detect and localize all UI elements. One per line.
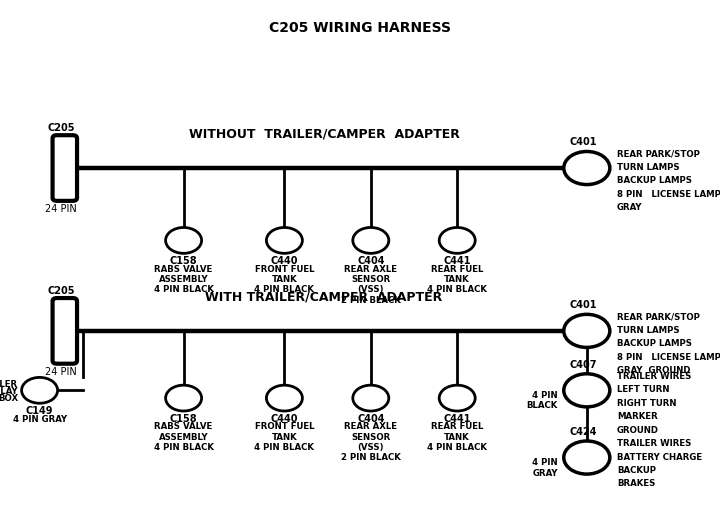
Text: GROUND: GROUND bbox=[617, 425, 659, 435]
Text: REAR FUEL: REAR FUEL bbox=[431, 265, 483, 273]
Text: 4 PIN BLACK: 4 PIN BLACK bbox=[427, 285, 487, 294]
Text: 4 PIN: 4 PIN bbox=[532, 391, 558, 400]
Circle shape bbox=[353, 385, 389, 411]
Text: REAR AXLE: REAR AXLE bbox=[344, 422, 397, 431]
Text: (VSS): (VSS) bbox=[358, 285, 384, 294]
Text: 8 PIN   LICENSE LAMPS: 8 PIN LICENSE LAMPS bbox=[617, 353, 720, 362]
Text: C205: C205 bbox=[48, 123, 75, 133]
Text: ASSEMBLY: ASSEMBLY bbox=[159, 433, 208, 442]
Text: C149: C149 bbox=[26, 406, 53, 416]
Text: 2 PIN BLACK: 2 PIN BLACK bbox=[341, 296, 401, 305]
Text: FRONT FUEL: FRONT FUEL bbox=[255, 422, 314, 431]
Text: GRAY  GROUND: GRAY GROUND bbox=[617, 366, 690, 375]
Text: RIGHT TURN: RIGHT TURN bbox=[617, 399, 677, 408]
Circle shape bbox=[166, 385, 202, 411]
Text: ASSEMBLY: ASSEMBLY bbox=[159, 275, 208, 284]
Text: GRAY: GRAY bbox=[533, 468, 558, 478]
Text: 4 PIN BLACK: 4 PIN BLACK bbox=[153, 443, 214, 452]
Circle shape bbox=[564, 441, 610, 474]
Text: (VSS): (VSS) bbox=[358, 443, 384, 452]
Text: BRAKES: BRAKES bbox=[617, 479, 655, 489]
Text: BACKUP: BACKUP bbox=[617, 466, 656, 475]
Text: C205: C205 bbox=[48, 286, 75, 296]
Circle shape bbox=[166, 227, 202, 253]
Text: 24 PIN: 24 PIN bbox=[45, 367, 77, 377]
Text: 4 PIN BLACK: 4 PIN BLACK bbox=[254, 285, 315, 294]
Circle shape bbox=[439, 227, 475, 253]
Text: C404: C404 bbox=[357, 414, 384, 423]
Text: C404: C404 bbox=[357, 256, 384, 266]
Text: TRAILER: TRAILER bbox=[0, 379, 18, 389]
Text: BACKUP LAMPS: BACKUP LAMPS bbox=[617, 176, 692, 186]
Text: C440: C440 bbox=[271, 256, 298, 266]
Circle shape bbox=[439, 385, 475, 411]
FancyBboxPatch shape bbox=[53, 135, 77, 201]
Text: C401: C401 bbox=[570, 138, 597, 147]
Text: 4 PIN: 4 PIN bbox=[532, 458, 558, 467]
Text: 4 PIN BLACK: 4 PIN BLACK bbox=[153, 285, 214, 294]
Text: TANK: TANK bbox=[271, 433, 297, 442]
Text: SENSOR: SENSOR bbox=[351, 433, 390, 442]
Text: WITHOUT  TRAILER/CAMPER  ADAPTER: WITHOUT TRAILER/CAMPER ADAPTER bbox=[189, 128, 459, 141]
Text: REAR PARK/STOP: REAR PARK/STOP bbox=[617, 312, 700, 322]
Circle shape bbox=[564, 374, 610, 407]
Text: C158: C158 bbox=[170, 256, 197, 266]
Text: BLACK: BLACK bbox=[526, 401, 558, 410]
Text: BATTERY CHARGE: BATTERY CHARGE bbox=[617, 452, 702, 462]
FancyBboxPatch shape bbox=[53, 298, 77, 364]
Text: C158: C158 bbox=[170, 414, 197, 423]
Text: LEFT TURN: LEFT TURN bbox=[617, 385, 670, 394]
Circle shape bbox=[564, 314, 610, 347]
Text: C424: C424 bbox=[570, 427, 597, 437]
Text: C407: C407 bbox=[570, 360, 597, 370]
Text: 8 PIN   LICENSE LAMPS: 8 PIN LICENSE LAMPS bbox=[617, 190, 720, 199]
Text: TANK: TANK bbox=[444, 433, 470, 442]
Text: RELAY: RELAY bbox=[0, 387, 18, 396]
Text: C401: C401 bbox=[570, 300, 597, 310]
Text: WITH TRAILER/CAMPER  ADAPTER: WITH TRAILER/CAMPER ADAPTER bbox=[205, 291, 443, 304]
Text: TRAILER WIRES: TRAILER WIRES bbox=[617, 372, 691, 381]
Text: 4 PIN BLACK: 4 PIN BLACK bbox=[254, 443, 315, 452]
Circle shape bbox=[266, 227, 302, 253]
Text: RABS VALVE: RABS VALVE bbox=[155, 265, 212, 273]
Text: FRONT FUEL: FRONT FUEL bbox=[255, 265, 314, 273]
Circle shape bbox=[266, 385, 302, 411]
Circle shape bbox=[22, 377, 58, 403]
Text: TURN LAMPS: TURN LAMPS bbox=[617, 326, 680, 335]
Text: 2 PIN BLACK: 2 PIN BLACK bbox=[341, 453, 401, 462]
Circle shape bbox=[564, 151, 610, 185]
Text: C440: C440 bbox=[271, 414, 298, 423]
Text: TANK: TANK bbox=[444, 275, 470, 284]
Text: BACKUP LAMPS: BACKUP LAMPS bbox=[617, 339, 692, 348]
Text: BOX: BOX bbox=[0, 394, 18, 403]
Text: REAR PARK/STOP: REAR PARK/STOP bbox=[617, 149, 700, 159]
Text: 4 PIN BLACK: 4 PIN BLACK bbox=[427, 443, 487, 452]
Text: SENSOR: SENSOR bbox=[351, 275, 390, 284]
Text: TRAILER WIRES: TRAILER WIRES bbox=[617, 439, 691, 448]
Text: REAR FUEL: REAR FUEL bbox=[431, 422, 483, 431]
Text: TANK: TANK bbox=[271, 275, 297, 284]
Text: C441: C441 bbox=[444, 256, 471, 266]
Text: MARKER: MARKER bbox=[617, 412, 658, 421]
Text: C205 WIRING HARNESS: C205 WIRING HARNESS bbox=[269, 21, 451, 36]
Text: 24 PIN: 24 PIN bbox=[45, 204, 77, 214]
Text: C441: C441 bbox=[444, 414, 471, 423]
Text: RABS VALVE: RABS VALVE bbox=[155, 422, 212, 431]
Circle shape bbox=[353, 227, 389, 253]
Text: GRAY: GRAY bbox=[617, 203, 642, 212]
Text: TURN LAMPS: TURN LAMPS bbox=[617, 163, 680, 172]
Text: REAR AXLE: REAR AXLE bbox=[344, 265, 397, 273]
Text: 4 PIN GRAY: 4 PIN GRAY bbox=[12, 415, 67, 423]
